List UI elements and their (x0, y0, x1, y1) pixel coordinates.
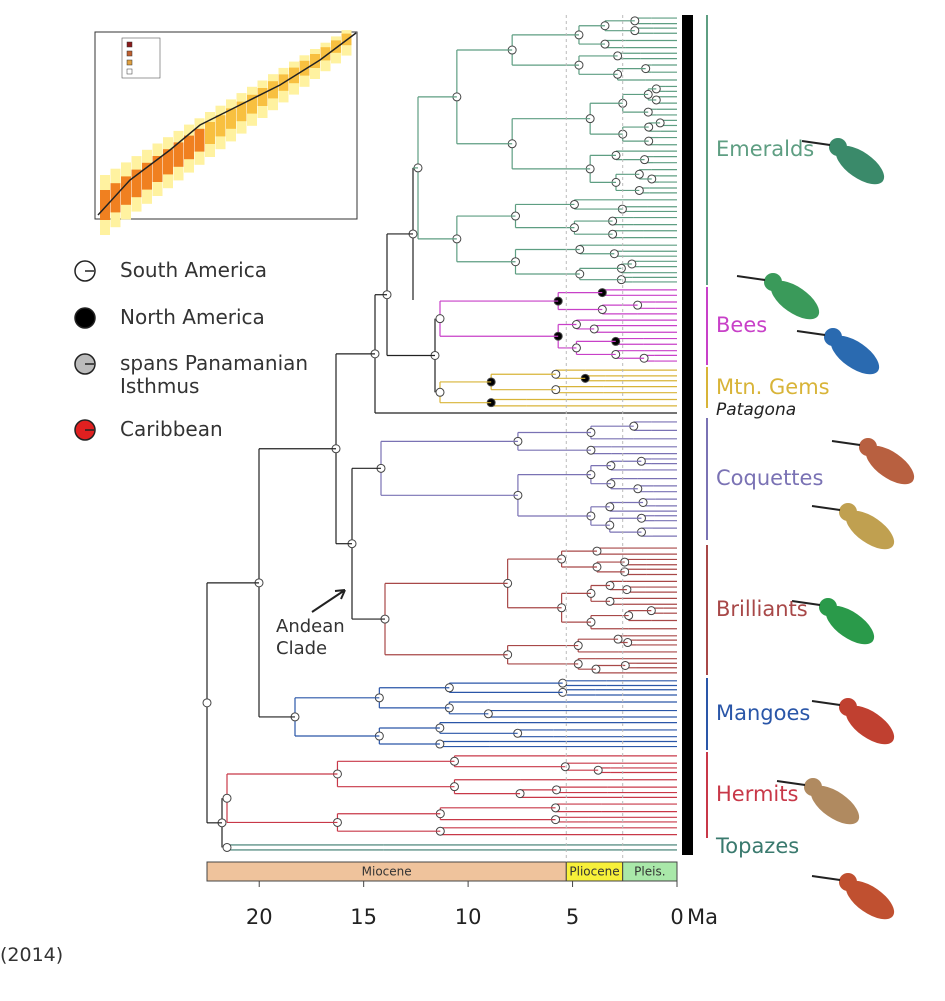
epoch-label: Pliocene (569, 865, 619, 879)
legend-label: South America (120, 259, 267, 282)
bird-head (764, 273, 782, 291)
clade-label: Mtn. Gems (716, 375, 830, 399)
inset-band (184, 136, 194, 160)
inset-band (111, 183, 121, 212)
inset-band (132, 170, 142, 198)
bird-beak (812, 876, 840, 880)
x-tick-label: 5 (566, 905, 579, 929)
inset-key (127, 60, 132, 65)
inset-band (195, 129, 205, 152)
node (436, 315, 444, 323)
inset-band (216, 115, 226, 136)
node (223, 794, 231, 802)
citation: (2014) (0, 944, 63, 967)
clade-label: Mangoes (716, 701, 810, 725)
x-tick-label: 0 (670, 905, 683, 929)
tip-bar (682, 15, 693, 855)
axis-unit: Ma (687, 905, 718, 929)
clade-label: Brilliants (716, 597, 808, 621)
bird-beak (832, 441, 860, 445)
bird-head (839, 503, 857, 521)
inset-band (205, 122, 215, 144)
legend-symbol (75, 308, 95, 328)
bird-head (839, 698, 857, 716)
clade-label: Coquettes (716, 466, 823, 490)
bird-beak (737, 276, 765, 280)
clade-label: Hermits (716, 782, 798, 806)
inset-key (127, 42, 132, 47)
epoch-label: Pleis. (634, 865, 665, 879)
legend-label: spans Panamanian Isthmus (120, 352, 320, 398)
node (203, 699, 211, 707)
bird-head (839, 873, 857, 891)
inset-band (100, 190, 110, 220)
figure: Miocene Pliocene Pleis. 20 15 10 5 0Ma South Am… (0, 0, 945, 1001)
node (436, 388, 444, 396)
bird-head (819, 598, 837, 616)
inset-key (127, 69, 132, 74)
clade-label: Patagona (716, 400, 796, 420)
clade-label: Emeralds (716, 137, 814, 161)
legend-label: Caribbean (120, 418, 223, 441)
inset-band (258, 88, 268, 106)
x-tick-label: 10 (455, 905, 482, 929)
bird-beak (797, 331, 825, 335)
bird-head (859, 438, 877, 456)
epoch-label: Miocene (362, 865, 412, 879)
inset-key (127, 51, 132, 56)
bird-beak (812, 506, 840, 510)
node (223, 843, 231, 851)
annotation: Andean Clade (276, 616, 356, 660)
bird-head (824, 328, 842, 346)
legend-label: North America (120, 306, 265, 329)
x-tick-label: 15 (350, 905, 377, 929)
x-tick-label: 20 (246, 905, 273, 929)
bird-head (804, 778, 822, 796)
bird-head (829, 138, 847, 156)
inset-band (163, 149, 173, 174)
clade-label: Bees (716, 313, 767, 337)
arrow (312, 590, 345, 612)
bird-beak (812, 701, 840, 705)
clade-label: Topazes (716, 834, 799, 858)
